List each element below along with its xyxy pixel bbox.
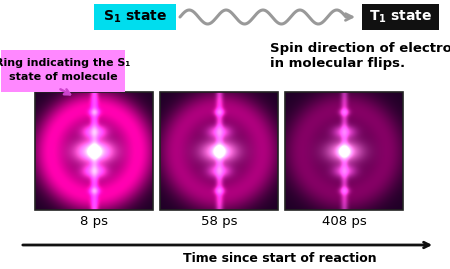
Text: $\mathbf{S_1}$ state: $\mathbf{S_1}$ state [103,9,167,25]
FancyBboxPatch shape [94,4,176,30]
Bar [285,92,403,210]
Text: Spin direction of electron: Spin direction of electron [270,42,450,55]
Bar [160,92,278,210]
FancyBboxPatch shape [1,50,125,92]
Text: Time since start of reaction: Time since start of reaction [183,252,377,264]
Bar [35,92,153,210]
Text: 8 ps: 8 ps [80,215,108,228]
Text: in molecular flips.: in molecular flips. [270,57,405,70]
Text: Ring indicating the S₁
state of molecule: Ring indicating the S₁ state of molecule [0,58,130,82]
Text: 408 ps: 408 ps [322,215,366,228]
FancyBboxPatch shape [362,4,439,30]
Text: $\mathbf{T_1}$ state: $\mathbf{T_1}$ state [369,9,432,25]
Text: 58 ps: 58 ps [201,215,237,228]
